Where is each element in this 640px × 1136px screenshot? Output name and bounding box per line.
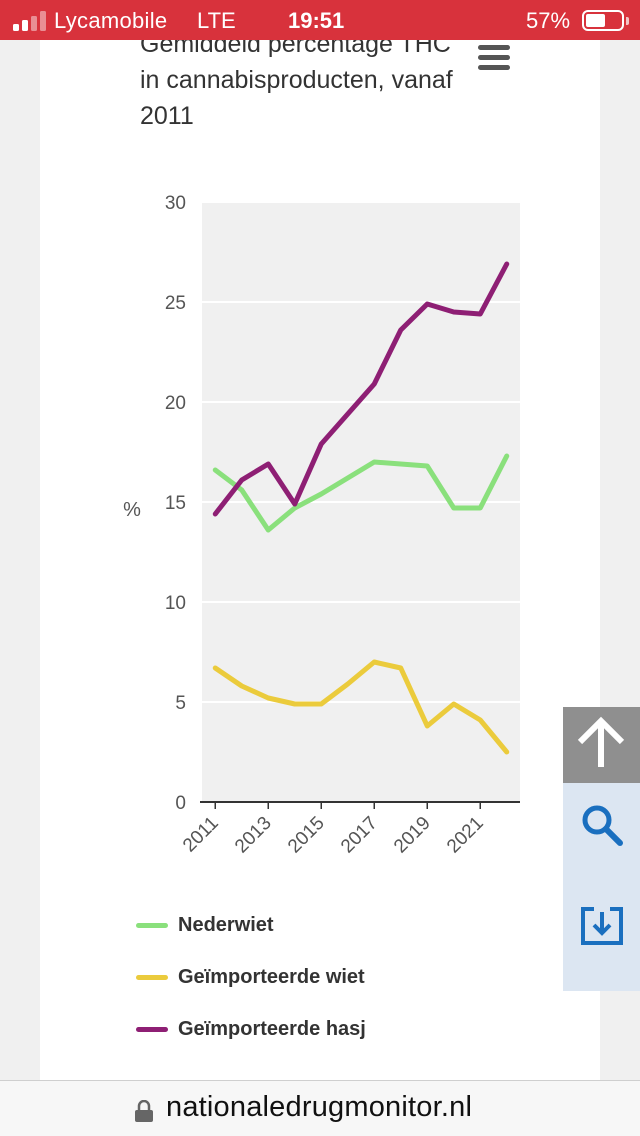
clock: 19:51	[288, 8, 345, 33]
arrow-up-icon	[577, 716, 625, 767]
side-tools	[563, 783, 640, 991]
legend-swatch	[136, 923, 168, 928]
battery-level-fill	[586, 14, 606, 27]
network-type: LTE	[197, 8, 236, 33]
search-icon[interactable]	[580, 803, 624, 847]
legend-label: Geïmporteerde wiet	[178, 966, 365, 988]
hamburger-menu-icon[interactable]	[476, 43, 512, 73]
lock-icon	[135, 1100, 153, 1122]
chart-card: 0 5 10 15 20 25 30 2011 2013 2015 2017 2019 2021% Ge…	[40, 40, 600, 1080]
y-tick-label: 30	[165, 193, 186, 214]
legend-label: Nederwiet	[178, 914, 274, 936]
y-tick-label: 25	[165, 293, 186, 314]
x-tick-label: 2017	[337, 813, 382, 858]
signal-strength-icon	[13, 11, 47, 31]
y-axis-label: %	[123, 499, 141, 521]
series-line-nederwiet	[212, 453, 510, 533]
legend-label: Geïmporteerde hasj	[178, 1018, 366, 1040]
status-bar: Lycamobile LTE 19:51 57%	[0, 0, 640, 40]
x-tick-label: 2021	[443, 813, 488, 858]
carrier-name: Lycamobile	[54, 8, 168, 33]
x-tick-label: 2011	[179, 813, 223, 857]
y-tick-label: 10	[165, 593, 186, 614]
battery-tip	[626, 17, 629, 25]
chart-title: Gemiddeld percentage THC in cannabisprod…	[140, 40, 453, 130]
legend-swatch	[136, 975, 168, 980]
browser-url-bar[interactable]: nationaledrugmonitor.nl	[0, 1080, 640, 1136]
y-tick-label: 20	[165, 393, 186, 414]
download-icon[interactable]	[580, 906, 624, 946]
x-tick-label: 2019	[390, 813, 435, 858]
legend-swatch	[136, 1027, 168, 1032]
y-tick-label: 15	[165, 493, 186, 514]
side-action-panel	[563, 707, 640, 991]
y-tick-label: 0	[175, 793, 186, 814]
x-tick-label: 2015	[284, 813, 329, 858]
battery-percentage: 57%	[526, 8, 571, 33]
battery-icon	[582, 10, 624, 31]
series-line-ge-mporteerde-wiet	[212, 659, 510, 755]
y-tick-label: 5	[175, 693, 186, 714]
line-chart: 0 5 10 15 20 25 30 2011 2013 2015 2017 2019 2021%	[123, 193, 520, 858]
x-tick-label: 2013	[231, 813, 276, 858]
back-to-top-button[interactable]	[563, 707, 640, 783]
series-line-ge-mporteerde-hasj	[212, 261, 510, 517]
url-text: nationaledrugmonitor.nl	[166, 1091, 473, 1123]
